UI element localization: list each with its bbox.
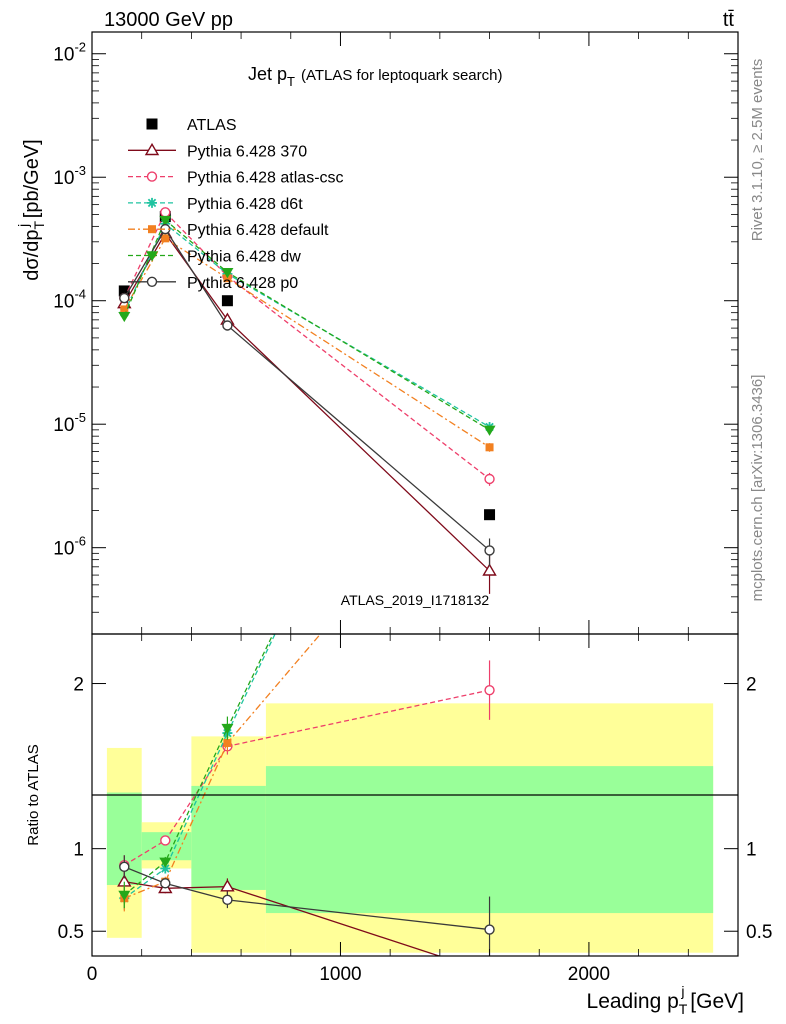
- legend-marker-dw: [146, 251, 158, 262]
- legend-marker-p0: [146, 276, 158, 287]
- legend-marker-atlas: [146, 118, 158, 130]
- tick-mantissa: 10: [53, 539, 74, 560]
- ratio-series: [117, 183, 496, 977]
- legend-label-atlas: ATLAS: [187, 117, 237, 134]
- point-ratio-p370-2: [220, 879, 235, 892]
- ratio-bands: [106, 703, 714, 953]
- point-main-p0-0: [119, 292, 130, 304]
- line-ratio-dw: [123, 634, 274, 896]
- point-main-atlas-3: [484, 509, 496, 521]
- point-ratio-atlascsc-3: [484, 684, 495, 696]
- tick-exponent: -4: [74, 287, 86, 302]
- axis-ticks: 10-210-310-410-510-60.5 0.51 12 20 1000 2000: [53, 32, 772, 985]
- ratio-ytick-label-0: 0.5: [58, 922, 84, 943]
- point-main-dw-3: [483, 425, 496, 436]
- xtick-label-0: 0: [87, 964, 98, 985]
- main-ytick-label-1: 10-3: [53, 163, 86, 189]
- line-ratio-d6t: [123, 634, 276, 899]
- side-label-mcplots: mcplots.cern.ch [arXiv:1306.3436]: [749, 375, 766, 602]
- legend-marker-d6t: [147, 197, 157, 208]
- point-main-default-3: [485, 443, 494, 452]
- point-ratio-p0-1: [160, 878, 171, 889]
- legend-label-p370: Pythia 6.428 370: [187, 143, 307, 160]
- tick-mantissa: 10: [53, 168, 74, 189]
- main-ytick-label-2: 10-4: [53, 287, 86, 313]
- ratio-ytick-label-right-2: 2: [746, 675, 757, 696]
- legend-label-default: Pythia 6.428 default: [187, 222, 329, 239]
- point-ratio-dw-3: [484, 184, 496, 194]
- point-main-p0-2: [222, 320, 233, 331]
- point-ratio-dw-1: [159, 857, 172, 868]
- line-main-default: [123, 237, 490, 448]
- main-ytick-label-3: 10-5: [53, 410, 86, 436]
- point-ratio-d6t-3: [485, 183, 495, 193]
- main-series: [117, 207, 497, 594]
- point-main-dw-2: [221, 268, 234, 279]
- legend-marker-default: [148, 225, 156, 234]
- side-label-rivet: Rivet 3.1.10, ≥ 2.5M events: [749, 59, 766, 242]
- ratio-ytick-label-1: 1: [73, 840, 84, 861]
- main-ytick-label-0: 10-2: [53, 40, 86, 66]
- point-main-atlas-2: [221, 295, 233, 307]
- line-ratio-p370: [124, 881, 442, 956]
- line-main-p370: [123, 232, 490, 572]
- point-ratio-p0-3: [484, 924, 495, 935]
- point-main-dw-0: [118, 311, 131, 323]
- xtick-label-2: 2000: [568, 964, 610, 985]
- ratio-ytick-label-2: 2: [73, 675, 84, 696]
- point-ratio-p370-3: [484, 967, 496, 977]
- point-main-p370-3: [482, 563, 497, 576]
- tick-exponent: -6: [74, 534, 86, 549]
- point-main-default-2: [223, 274, 232, 283]
- legend-marker-p370: [144, 142, 160, 156]
- tick-mantissa: 10: [53, 45, 74, 66]
- line-main-dw: [123, 218, 490, 431]
- line-main-atlascsc: [123, 211, 490, 480]
- line-main-p0: [123, 227, 490, 551]
- point-ratio-p0-0: [119, 861, 130, 873]
- tick-mantissa: 10: [53, 292, 74, 313]
- ratio-ytick-label-right-0: 0.5: [746, 922, 772, 943]
- point-ratio-default-2: [223, 738, 232, 747]
- line-ratio-default: [124, 634, 322, 899]
- x-axis-label: Leading pTj [GeV]: [587, 983, 744, 1017]
- line-ratio-p0: [124, 866, 490, 931]
- tick-exponent: -3: [74, 163, 86, 178]
- point-ratio-atlascsc-1: [160, 835, 171, 846]
- ratio-ytick-label-right-1: 1: [746, 840, 757, 861]
- header-right: tt̄: [723, 9, 735, 31]
- point-ratio-p0-2: [222, 894, 233, 906]
- legend-label-d6t: Pythia 6.428 d6t: [187, 196, 303, 213]
- tick-exponent: -2: [74, 40, 86, 55]
- point-main-atlas-0: [118, 285, 130, 297]
- band-green-3: [265, 766, 714, 914]
- point-main-p0-3: [484, 545, 495, 556]
- plot-title: Jet pT (ATLAS for leptoquark search): [248, 64, 502, 89]
- point-ratio-dw-2: [221, 723, 234, 735]
- band-green-2: [191, 785, 266, 890]
- point-main-atlascsc-1: [160, 207, 171, 218]
- tick-mantissa: 10: [53, 415, 74, 436]
- y-axis-label-ratio: Ratio to ATLAS: [25, 744, 42, 845]
- point-main-default-0: [120, 305, 129, 314]
- point-main-default-1: [161, 234, 170, 243]
- header-left: 13000 GeV pp: [104, 9, 233, 31]
- legend-label-p0: Pythia 6.428 p0: [187, 275, 298, 292]
- point-ratio-dw-0: [118, 890, 131, 901]
- legend-label-atlascsc: Pythia 6.428 atlas-csc: [187, 170, 344, 187]
- legend-label-dw: Pythia 6.428 dw: [187, 249, 301, 266]
- y-axis-label-main: dσ/dpTj [pb/GeV]: [15, 139, 47, 280]
- line-ratio-atlascsc: [123, 689, 490, 866]
- point-ratio-d6t-1: [160, 863, 171, 874]
- point-main-dw-1: [159, 215, 172, 227]
- legend: ATLAS Pythia 6.428 370 Pythia 6.428 atlas-…: [128, 117, 344, 292]
- watermark: ATLAS_2019_I1718132: [341, 592, 490, 608]
- tick-exponent: -5: [74, 410, 86, 425]
- legend-marker-atlascsc: [146, 171, 158, 182]
- main-ytick-label-4: 10-6: [53, 534, 86, 560]
- point-main-atlascsc-3: [484, 473, 495, 485]
- xtick-label-1: 1000: [319, 964, 361, 985]
